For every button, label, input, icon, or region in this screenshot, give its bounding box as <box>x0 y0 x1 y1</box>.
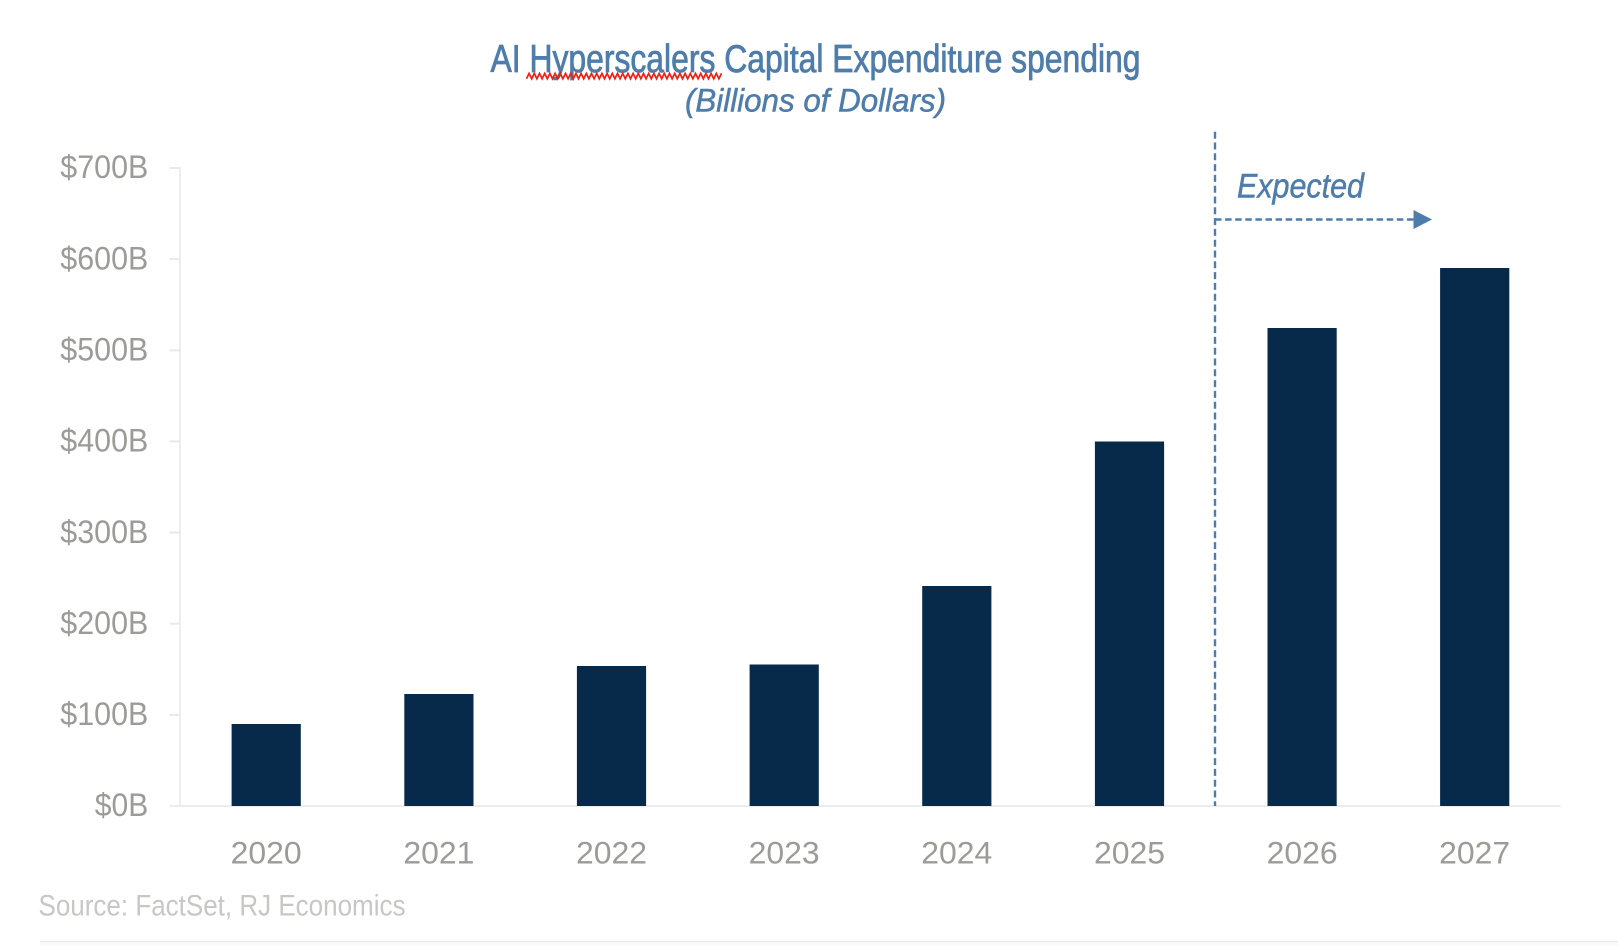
svg-text:$500B: $500B <box>60 332 148 368</box>
svg-text:2024: 2024 <box>921 835 992 871</box>
svg-text:$600B: $600B <box>60 240 148 276</box>
svg-text:$400B: $400B <box>60 423 148 459</box>
svg-text:2022: 2022 <box>576 835 647 871</box>
svg-text:$100B: $100B <box>60 696 148 732</box>
svg-text:AI Hyperscalers Capital Expend: AI Hyperscalers Capital Expenditure spen… <box>491 38 1141 81</box>
svg-text:$300B: $300B <box>60 514 148 550</box>
svg-text:(Billions of Dollars): (Billions of Dollars) <box>685 82 946 118</box>
svg-text:2023: 2023 <box>749 835 820 871</box>
svg-text:2021: 2021 <box>403 835 474 871</box>
svg-text:2025: 2025 <box>1094 835 1165 871</box>
svg-text:2026: 2026 <box>1267 835 1338 871</box>
svg-text:2027: 2027 <box>1439 835 1510 871</box>
svg-text:$200B: $200B <box>60 605 148 641</box>
svg-text:Source: FactSet, RJ Economics: Source: FactSet, RJ Economics <box>39 890 406 923</box>
svg-text:$0B: $0B <box>95 787 149 823</box>
svg-text:Expected: Expected <box>1237 168 1365 206</box>
svg-text:$700B: $700B <box>60 149 148 185</box>
svg-text:2020: 2020 <box>231 835 302 871</box>
